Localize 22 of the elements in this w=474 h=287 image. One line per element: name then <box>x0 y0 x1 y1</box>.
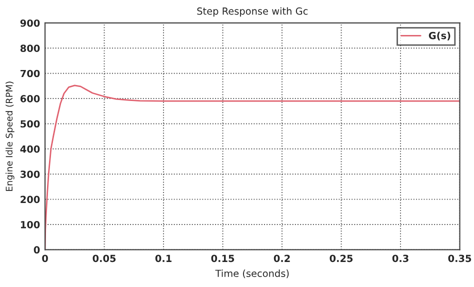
y-tick-label: 600 <box>20 95 40 102</box>
y-tick-label: 500 <box>20 120 40 128</box>
x-tick-label: 0 <box>42 254 48 262</box>
y-tick-label: 800 <box>20 44 40 52</box>
x-tick-label: 0.35 <box>448 254 472 262</box>
chart-title: Step Response with Gc <box>197 7 308 17</box>
x-tick-label: 0.1 <box>155 254 172 262</box>
x-tick-label: 0.3 <box>392 254 408 262</box>
x-tick-label: 0.2 <box>274 254 290 262</box>
y-axis-title: Engine Idle Speed (RPM) <box>6 82 14 191</box>
y-tick-label: 700 <box>20 70 40 78</box>
y-tick-label: 300 <box>20 170 40 178</box>
y-tick-label: 100 <box>20 220 40 228</box>
y-tick-label: 400 <box>20 145 40 153</box>
x-axis-title: Time (seconds) <box>215 270 289 278</box>
x-tick-label: 0.05 <box>92 254 116 262</box>
y-tick-label: 200 <box>20 196 40 204</box>
y-tick-label: 900 <box>20 19 40 27</box>
y-tick-label: 0 <box>34 246 40 254</box>
x-tick-label: 0.25 <box>330 254 353 262</box>
x-tick-label: 0.15 <box>211 254 234 262</box>
legend-label: G(s) <box>428 32 450 40</box>
